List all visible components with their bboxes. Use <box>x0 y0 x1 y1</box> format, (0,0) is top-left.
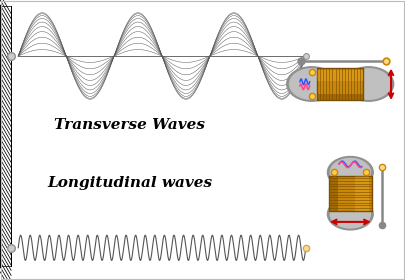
Circle shape <box>287 67 337 101</box>
Bar <box>329 176 338 211</box>
Circle shape <box>330 158 370 186</box>
Bar <box>329 176 371 211</box>
Text: Longitudinal waves: Longitudinal waves <box>47 176 212 190</box>
Bar <box>317 69 363 81</box>
Bar <box>317 94 363 100</box>
Circle shape <box>327 157 373 188</box>
Bar <box>0 6 11 266</box>
Circle shape <box>290 69 334 99</box>
Circle shape <box>327 198 373 230</box>
Bar <box>355 176 369 211</box>
Circle shape <box>330 200 370 228</box>
Circle shape <box>347 69 391 99</box>
Circle shape <box>344 67 394 101</box>
Text: Transverse Waves: Transverse Waves <box>54 118 205 132</box>
Bar <box>317 68 363 100</box>
